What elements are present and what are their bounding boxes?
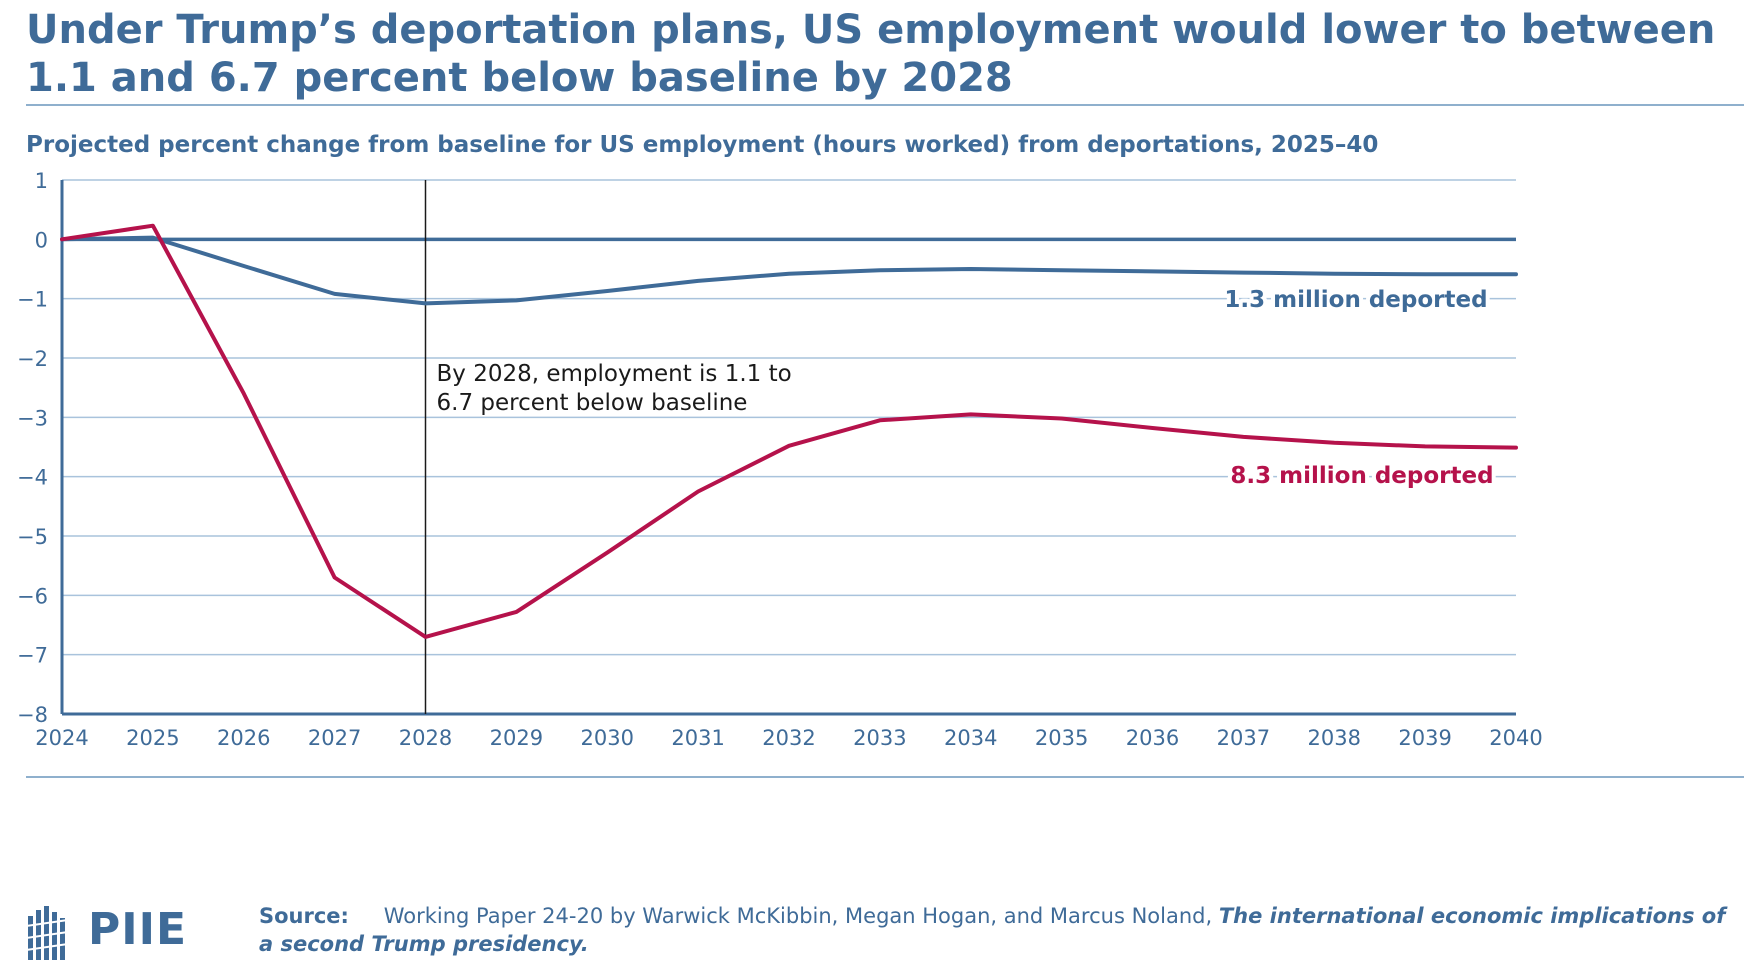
x-tick-label: 2030 (581, 726, 634, 750)
source-text: Working Paper 24-20 by Warwick McKibbin,… (383, 904, 1213, 928)
y-tick-label: 0 (35, 228, 48, 252)
y-tick-label: −7 (17, 644, 48, 668)
x-tick-label: 2034 (944, 726, 997, 750)
x-tick-label: 2040 (1489, 726, 1542, 750)
x-tick-label: 2026 (217, 726, 270, 750)
x-tick-label: 2037 (1217, 726, 1270, 750)
y-tick-label: −1 (17, 288, 48, 312)
series-label-2: 8.3 million deported (1230, 463, 1493, 489)
x-tick-label: 2033 (853, 726, 906, 750)
y-tick-label: −3 (17, 406, 48, 430)
chart-subtitle: Projected percent change from baseline f… (26, 132, 1379, 158)
y-tick-label: 1 (35, 169, 48, 193)
x-tick-label: 2032 (762, 726, 815, 750)
y-tick-label: −8 (17, 703, 48, 727)
annotation-text: By 2028, employment is 1.1 to (437, 361, 792, 387)
footer: PIIE Source: Working Paper 24-20 by Warw… (0, 890, 1764, 972)
y-tick-label: −5 (17, 525, 48, 549)
x-tick-label: 2039 (1398, 726, 1451, 750)
piie-logo-text: PIIE (88, 904, 188, 955)
y-tick-label: −6 (17, 584, 48, 608)
chart-title: Under Trump’s deportation plans, US empl… (26, 7, 1716, 101)
piie-logo-icon (26, 906, 69, 960)
source-title: The international economic implications … (259, 904, 1726, 956)
x-tick-label: 2035 (1035, 726, 1088, 750)
title-divider (26, 104, 1744, 106)
x-tick-label: 2027 (308, 726, 361, 750)
x-tick-label: 2031 (671, 726, 724, 750)
series-label-1: 1.3 million deported (1224, 287, 1487, 313)
x-tick-label: 2038 (1308, 726, 1361, 750)
series-line-2 (60, 223, 1518, 639)
series-line-1 (60, 235, 1518, 306)
footer-divider (26, 776, 1744, 778)
annotation-text: 6.7 percent below baseline (437, 390, 748, 416)
x-tick-label: 2025 (126, 726, 179, 750)
source-label: Source: (259, 904, 349, 928)
y-tick-label: −2 (17, 347, 48, 371)
x-tick-label: 2036 (1126, 726, 1179, 750)
x-tick-label: 2029 (490, 726, 543, 750)
x-tick-label: 2024 (35, 726, 88, 750)
source-note: Source: Working Paper 24-20 by Warwick M… (259, 902, 1739, 958)
x-tick-label: 2028 (399, 726, 452, 750)
y-tick-label: −4 (17, 466, 48, 490)
